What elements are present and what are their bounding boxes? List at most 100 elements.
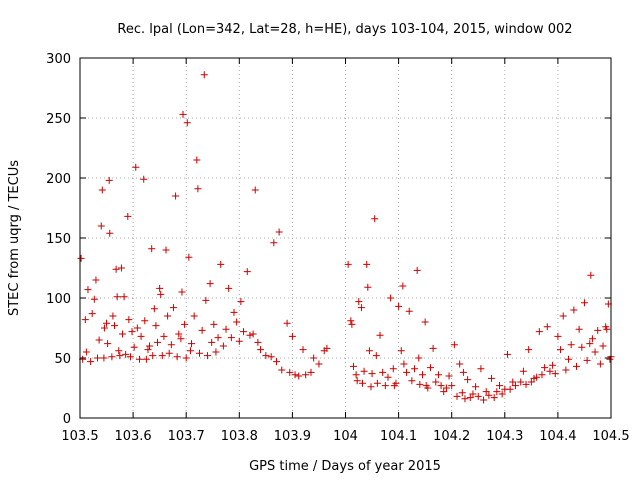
data-point — [254, 338, 262, 346]
data-point — [203, 352, 211, 360]
data-point — [302, 371, 310, 379]
data-point — [397, 347, 405, 355]
data-point — [421, 318, 429, 326]
data-point — [141, 317, 149, 325]
data-point — [565, 355, 573, 363]
data-point — [358, 379, 366, 387]
y-tick-label: 100 — [46, 292, 71, 307]
data-point — [503, 350, 511, 358]
data-point — [77, 254, 85, 262]
data-point — [466, 394, 474, 402]
data-point — [182, 354, 190, 362]
data-point — [485, 391, 493, 399]
data-point — [554, 332, 562, 340]
data-point — [448, 382, 456, 390]
data-point — [591, 348, 599, 356]
y-tick-label: 200 — [46, 172, 71, 187]
data-point — [546, 367, 554, 375]
data-point — [493, 388, 501, 396]
data-point — [118, 330, 126, 338]
data-point — [286, 368, 294, 376]
data-point — [275, 228, 283, 236]
data-point — [387, 294, 395, 302]
data-point — [357, 304, 365, 312]
data-point — [517, 378, 525, 386]
data-point — [100, 324, 108, 332]
data-point — [157, 290, 165, 298]
data-point — [363, 260, 371, 268]
data-point — [249, 330, 257, 338]
data-point — [469, 390, 477, 398]
data-point — [186, 347, 194, 355]
data-point — [162, 246, 170, 254]
data-point — [403, 368, 411, 376]
data-point — [541, 364, 549, 372]
data-point — [415, 354, 423, 362]
x-tick-label: 104 — [333, 429, 358, 444]
data-point — [392, 379, 400, 387]
data-point — [90, 295, 98, 303]
data-point — [570, 306, 578, 314]
data-point — [169, 304, 177, 312]
data-point — [262, 352, 270, 360]
data-point — [364, 283, 372, 291]
data-point — [104, 340, 112, 348]
data-point — [472, 383, 480, 391]
x-tick-label: 104.2 — [433, 429, 470, 444]
data-point — [365, 347, 373, 355]
data-point — [599, 342, 607, 350]
data-point — [349, 362, 357, 370]
data-point — [283, 319, 291, 327]
data-point — [295, 372, 303, 380]
data-point — [106, 229, 114, 237]
data-point — [128, 328, 136, 336]
data-point — [459, 368, 467, 376]
data-point — [173, 353, 181, 361]
data-point — [603, 325, 611, 333]
data-point — [405, 307, 413, 315]
data-point — [165, 349, 173, 357]
data-point — [124, 212, 132, 220]
data-point — [179, 110, 187, 118]
data-point — [488, 374, 496, 382]
axis-ticks: 103.5 103.6 103.7 103.8 103.9 104 104.1 104.2 10… — [46, 52, 629, 444]
y-tick-label: 50 — [54, 352, 71, 367]
x-tick-label: 104.4 — [539, 429, 576, 444]
data-point — [411, 365, 419, 373]
data-point — [246, 331, 254, 339]
data-point — [167, 341, 175, 349]
data-point — [135, 355, 143, 363]
data-point — [458, 389, 466, 397]
data-point — [372, 352, 380, 360]
data-point — [120, 293, 128, 301]
data-point — [149, 352, 157, 360]
data-point — [172, 192, 180, 200]
data-point — [117, 264, 125, 272]
data-points — [77, 71, 615, 404]
data-point — [188, 340, 196, 348]
data-point — [426, 364, 434, 372]
data-point — [193, 156, 201, 164]
data-point — [538, 371, 546, 379]
data-point — [578, 343, 586, 351]
data-point — [181, 320, 189, 328]
data-point — [360, 367, 368, 375]
data-point — [559, 312, 567, 320]
data-point — [222, 325, 230, 333]
data-point — [133, 324, 141, 332]
data-point — [195, 349, 203, 357]
data-point — [557, 346, 565, 354]
data-point — [267, 353, 275, 361]
data-point — [257, 346, 265, 354]
data-point — [490, 394, 498, 402]
data-point — [594, 326, 602, 334]
data-point — [108, 353, 116, 361]
data-point — [183, 119, 191, 127]
data-point — [97, 222, 105, 230]
data-point — [506, 385, 514, 393]
data-point — [111, 322, 119, 330]
data-point — [413, 266, 421, 274]
data-point — [278, 366, 286, 374]
data-point — [519, 367, 527, 375]
